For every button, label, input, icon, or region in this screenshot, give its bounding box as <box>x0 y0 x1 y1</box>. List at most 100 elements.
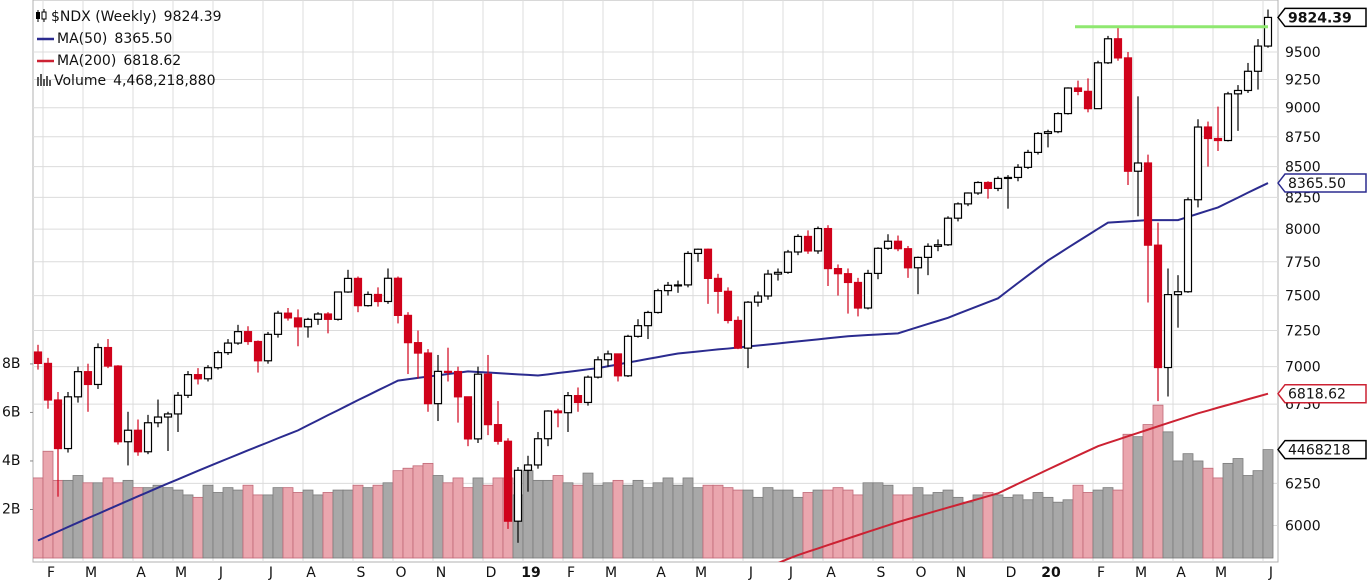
volume-bar <box>282 487 294 559</box>
candle-body <box>523 464 533 471</box>
candle-body <box>1253 45 1263 72</box>
volume-bar <box>772 489 784 559</box>
y-tick-label: 8000 <box>1285 222 1321 238</box>
x-tick-label: M <box>175 565 187 581</box>
volume-bar <box>232 489 244 559</box>
volume-bar <box>482 484 494 559</box>
volume-bar <box>692 487 704 559</box>
x-tick-label: M <box>1135 565 1147 581</box>
volume-bar <box>272 487 284 559</box>
candle-body <box>763 273 773 297</box>
candle-body <box>623 335 633 377</box>
volume-bar <box>92 482 104 559</box>
x-tick-label: O <box>395 565 406 581</box>
volume-bar <box>102 477 114 559</box>
volume-bar <box>932 492 944 559</box>
candle-body <box>473 373 483 440</box>
volume-bar <box>1192 460 1204 559</box>
volume-bar <box>722 487 734 559</box>
volume-bar <box>1232 458 1244 559</box>
y2-tick-label: 8B <box>2 356 21 372</box>
volume-bar <box>642 487 654 559</box>
volume-bar <box>362 487 374 559</box>
candle-body <box>413 342 423 354</box>
x-tick-label: 19 <box>521 565 540 581</box>
x-tick-label: F <box>567 565 575 581</box>
candle-body <box>893 240 903 250</box>
candle-body <box>753 295 763 303</box>
volume-bar <box>612 479 624 559</box>
volume-bar <box>302 489 314 559</box>
volume-bar <box>1072 484 1084 559</box>
volume-bar <box>902 494 914 559</box>
candle-body <box>603 353 613 361</box>
volume-bar <box>1062 499 1074 559</box>
candle-body <box>283 312 293 319</box>
candle-body <box>863 272 873 309</box>
volume-bar <box>542 479 554 559</box>
volume-bar <box>1212 477 1224 559</box>
volume-bar <box>782 489 794 559</box>
candle-body <box>1063 87 1073 115</box>
candle-body <box>583 376 593 404</box>
candle-body <box>663 284 673 292</box>
volume-bar <box>1262 449 1274 559</box>
candle-body <box>1173 291 1183 296</box>
volume-bar <box>992 494 1004 559</box>
volume-icon <box>37 74 51 86</box>
y2-tick-label: 6B <box>2 404 21 420</box>
candle-body <box>693 248 703 255</box>
candle-body <box>63 396 73 450</box>
y-tick-label: 8750 <box>1285 130 1321 146</box>
candle-body <box>263 333 273 362</box>
x-tick-label: M <box>695 565 707 581</box>
candle-body <box>163 413 173 418</box>
candle-body <box>333 291 343 320</box>
candle-body <box>453 370 463 398</box>
legend-volume-name: Volume <box>54 73 106 89</box>
volume-bar <box>862 482 874 559</box>
candle-body <box>313 313 323 320</box>
volume-bar <box>1252 470 1264 559</box>
volume-bar <box>572 484 584 559</box>
volume-bar <box>212 492 224 559</box>
candle-body <box>1263 16 1273 47</box>
candle-body <box>293 317 303 328</box>
candle-body <box>233 331 243 344</box>
x-tick-label: M <box>1215 565 1227 581</box>
volume-bar <box>422 462 434 559</box>
candle-body <box>823 227 833 270</box>
candle-body <box>963 192 973 205</box>
value-tag-box <box>1277 173 1367 193</box>
volume-bar <box>72 475 84 559</box>
candle-body <box>1053 112 1063 133</box>
candle-body <box>673 284 683 287</box>
candle-body <box>383 277 393 303</box>
legend: $NDX (Weekly) 9824.39 MA(50) 8365.50 MA(200)… <box>36 9 222 89</box>
volume-bar <box>752 496 764 559</box>
candle-body <box>353 277 363 307</box>
candle-body <box>873 247 883 275</box>
candle-body <box>43 362 53 401</box>
candle-body <box>323 313 333 320</box>
volume-bar <box>962 501 974 559</box>
volume-bar <box>372 484 384 559</box>
candle-body <box>1083 90 1093 110</box>
candle-body <box>613 353 623 377</box>
y-tick-label: 9250 <box>1285 72 1321 88</box>
ma-layer <box>37 182 1269 562</box>
volume-bar <box>792 496 804 559</box>
candle-body <box>423 352 433 405</box>
volume-bar <box>632 479 644 559</box>
volume-bar <box>592 484 604 559</box>
volume-bar <box>222 487 234 559</box>
volume-bar <box>532 479 544 559</box>
candle-body <box>1183 199 1193 293</box>
candle-body <box>33 351 43 365</box>
x-tick-label: A <box>826 565 836 581</box>
candle-body <box>1153 244 1163 369</box>
candle-body <box>1163 294 1173 369</box>
candle-body <box>303 318 313 328</box>
x-tick-label: J <box>218 565 223 581</box>
